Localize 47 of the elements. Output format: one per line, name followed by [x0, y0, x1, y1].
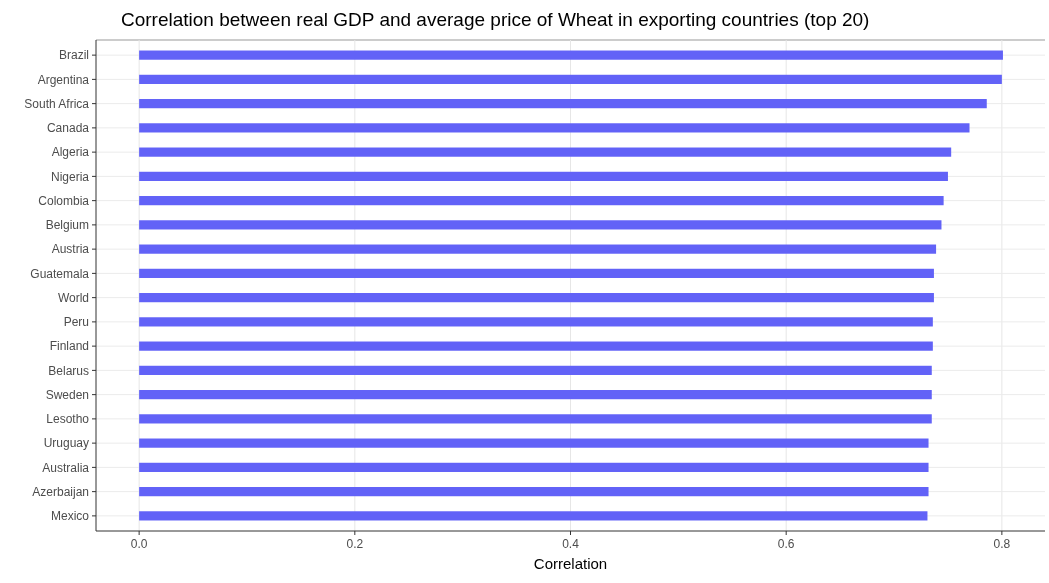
y-tick-label: Nigeria — [50, 169, 90, 184]
bar — [139, 220, 942, 230]
bar — [139, 511, 928, 521]
y-tick-label: Algeria — [51, 145, 90, 160]
y-tick-label: Canada — [46, 121, 90, 136]
bar — [139, 196, 944, 206]
y-tick-label: Belarus — [48, 363, 89, 378]
bar — [139, 317, 933, 327]
bar — [139, 99, 987, 109]
y-tick-label: Argentina — [37, 72, 90, 87]
y-tick-label: Sweden — [45, 387, 89, 402]
bar — [139, 487, 929, 497]
x-tick-label: 0.6 — [777, 537, 795, 551]
bar — [139, 365, 932, 375]
y-tick-label: Mexico — [50, 509, 90, 524]
bar — [139, 74, 1002, 84]
x-tick-label: 0.8 — [993, 537, 1011, 551]
y-tick-label: South Africa — [24, 96, 90, 111]
chart-title: Correlation between real GDP and average price of Wheat in exporting countries (top 20) — [121, 9, 870, 30]
bar — [139, 293, 934, 303]
y-tick-label: Peru — [63, 315, 89, 330]
bar — [139, 244, 937, 254]
bar — [139, 438, 929, 448]
y-tick-label: Belgium — [45, 218, 89, 233]
bar — [139, 414, 932, 424]
y-tick-label: Brazil — [58, 48, 89, 63]
y-tick-label: Guatemala — [30, 266, 90, 281]
x-tick-label: 0.2 — [346, 537, 364, 551]
y-tick-label: Uruguay — [43, 436, 89, 451]
bar — [139, 171, 948, 181]
bar — [139, 341, 933, 351]
y-tick-label: Azerbaijan — [32, 484, 89, 499]
x-axis-title: Correlation — [533, 555, 608, 572]
y-tick-label: Colombia — [38, 193, 90, 208]
bar — [139, 390, 932, 400]
bar — [139, 462, 929, 472]
bar — [139, 50, 1003, 60]
bar — [139, 268, 934, 278]
y-tick-label: World — [57, 290, 89, 305]
bar — [139, 123, 970, 133]
x-tick-label: 0.4 — [562, 537, 580, 551]
y-tick-label: Australia — [42, 460, 90, 475]
x-tick-label: 0.0 — [130, 537, 148, 551]
y-tick-label: Lesotho — [46, 412, 90, 427]
y-tick-label: Austria — [51, 242, 90, 257]
bar — [139, 147, 952, 157]
y-tick-label: Finland — [49, 339, 89, 354]
